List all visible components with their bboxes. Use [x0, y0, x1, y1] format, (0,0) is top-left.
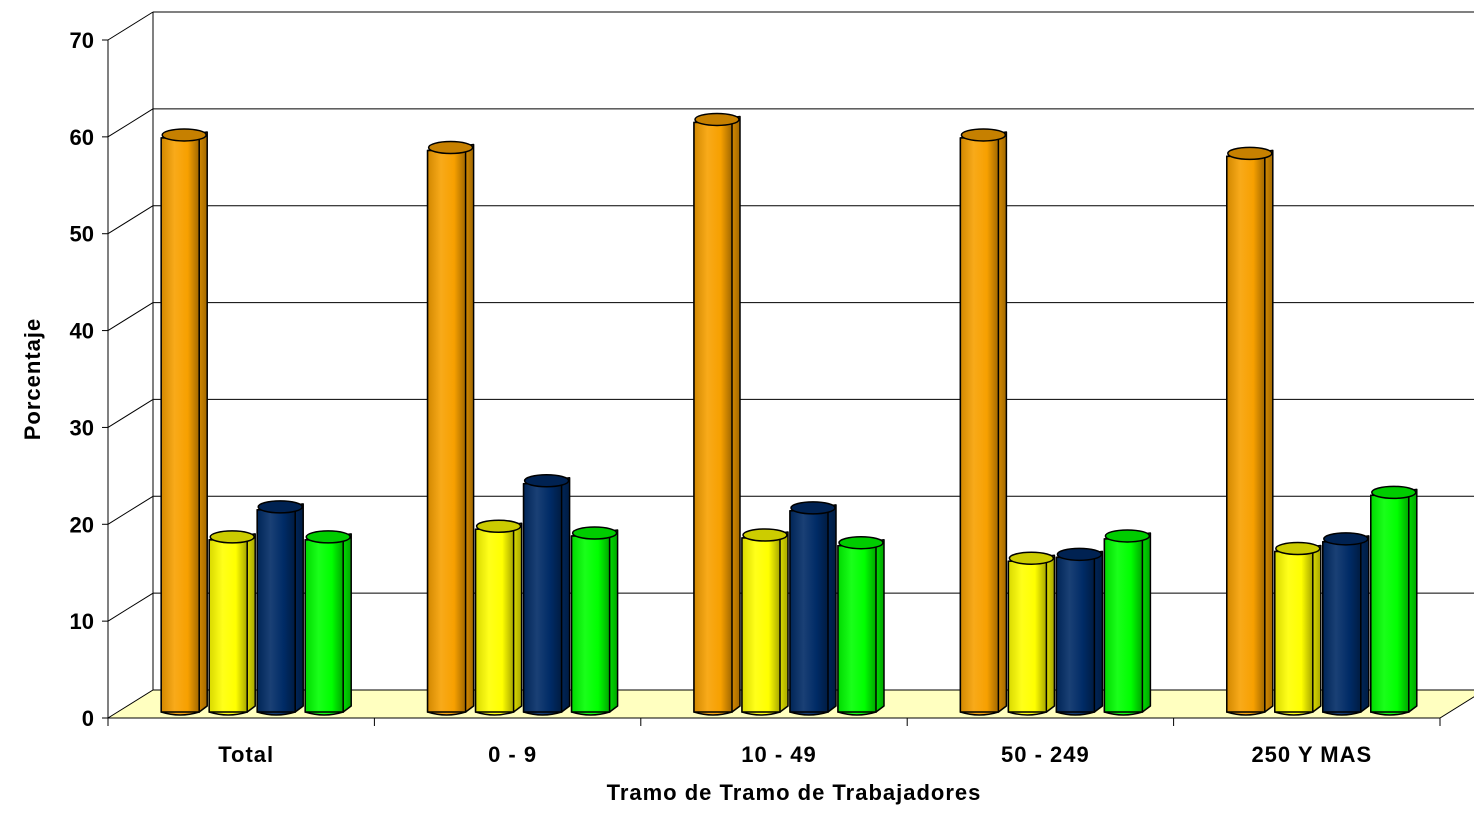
y-tick-label: 40: [70, 319, 94, 344]
y-tick-label: 10: [70, 609, 94, 634]
x-category-label: Total: [218, 742, 274, 767]
bar-front: [1055, 556, 1096, 713]
bar-top-cap: [209, 530, 255, 544]
y-tick-label: 50: [70, 222, 94, 247]
bar-top-cap: [305, 530, 351, 544]
bar-top-cap: [790, 501, 836, 515]
bar-top-cap: [523, 473, 570, 488]
y-axis-title: Porcentaje: [20, 318, 45, 441]
bar-top-cap: [1056, 547, 1103, 562]
y-tick-label: 70: [70, 28, 94, 53]
gridline-side-50: [107, 205, 154, 235]
bar-front: [959, 137, 1000, 713]
bar: [1274, 541, 1322, 716]
gridline-side-10: [107, 592, 154, 622]
x-axis-title: Tramo de Tramo de Trabajadores: [607, 780, 982, 805]
x-category-label: 0 - 9: [488, 742, 537, 767]
gridline-side-60: [107, 108, 154, 138]
bar-front: [208, 539, 248, 713]
y-tick-label: 20: [70, 512, 94, 537]
bar-top-cap: [1371, 485, 1417, 500]
x-category-label: 50 - 249: [1001, 742, 1090, 767]
bar-top-cap: [1227, 146, 1273, 161]
bar-front: [1103, 538, 1144, 713]
bar: [837, 535, 885, 716]
gridline-side-30: [107, 399, 154, 428]
y-tick-label: 0: [82, 706, 94, 731]
bar-front: [837, 544, 877, 713]
bar: [1322, 532, 1370, 716]
bar: [256, 500, 304, 716]
bar-top-cap: [694, 112, 740, 127]
bar-front: [1322, 541, 1362, 713]
bar-front: [1274, 550, 1314, 713]
bar-front: [741, 537, 781, 713]
bar-top-cap: [1275, 541, 1321, 556]
bar: [160, 128, 208, 716]
bar-top-cap: [1008, 551, 1055, 565]
bar-top-cap: [1323, 532, 1369, 546]
bar-top-cap: [257, 500, 303, 514]
bar: [426, 140, 475, 716]
bar: [474, 519, 523, 716]
y-tick-label: 60: [70, 125, 94, 150]
bar: [741, 528, 789, 716]
x-category-label: 250 Y MAS: [1251, 742, 1372, 767]
bar-front: [1226, 155, 1266, 713]
bar-top-cap: [475, 519, 522, 534]
bar-front: [304, 539, 344, 713]
bar-front: [160, 137, 200, 713]
bar-top-cap: [161, 128, 207, 142]
bar: [570, 526, 619, 716]
bar: [693, 112, 741, 716]
bar-top-cap: [1104, 529, 1151, 543]
bar-top-cap: [960, 128, 1007, 142]
bar: [1226, 146, 1274, 716]
gridline-side-70: [107, 11, 154, 41]
bar: [789, 501, 837, 716]
bar: [208, 530, 256, 716]
bar: [1055, 547, 1104, 716]
bar-top-cap: [838, 535, 884, 550]
bar-front: [789, 510, 829, 713]
bar-front: [570, 535, 611, 713]
bar: [522, 473, 571, 716]
bar-front: [1370, 494, 1410, 713]
bar: [1007, 551, 1056, 716]
bar-front: [256, 509, 296, 713]
bar-top-cap: [427, 140, 474, 155]
bar-front: [474, 528, 515, 713]
bar-front: [1007, 560, 1048, 713]
bar: [304, 530, 352, 716]
gridline-side-20: [107, 495, 154, 525]
bar: [959, 128, 1008, 716]
x-category-label: 10 - 49: [741, 742, 817, 767]
bar-front: [693, 121, 733, 713]
bar: [1370, 485, 1418, 716]
bar-front: [522, 482, 563, 713]
bar-top-cap: [571, 526, 618, 540]
bar-top-cap: [742, 528, 788, 542]
gridline-side-40: [107, 302, 154, 331]
bar: [1103, 529, 1152, 716]
bar-front: [426, 149, 467, 713]
y-tick-label: 30: [70, 415, 94, 440]
